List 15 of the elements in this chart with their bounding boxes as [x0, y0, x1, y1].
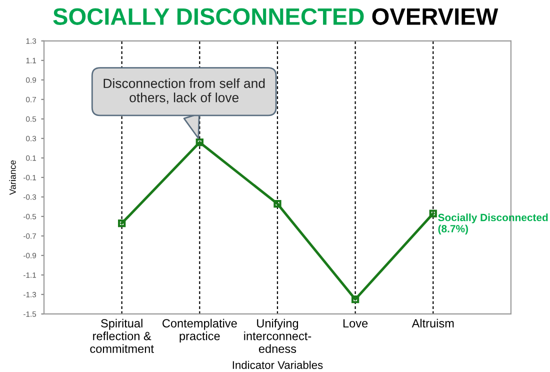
point — [429, 210, 437, 218]
y-axis-title: Variance — [9, 160, 16, 195]
chart-title: SOCIALLY DISCONNECTED OVERVIEW — [53, 8, 498, 25]
x-tick-label: Unifying interconnect- edness — [244, 318, 312, 353]
x-tick-label: Spiritual reflection & commitment — [90, 318, 154, 353]
point — [196, 138, 204, 146]
annotation: Disconnection from self and others, lack of love — [104, 78, 265, 104]
series-label: Socially Disconnected (8.7%) — [438, 214, 548, 234]
point — [274, 200, 282, 208]
x-tick-label: Contemplative practice — [162, 318, 237, 343]
x-tick-label: Altruism — [412, 318, 454, 328]
x-axis-title: Indicator Variables — [232, 360, 323, 369]
point — [351, 296, 360, 304]
point — [118, 219, 126, 228]
x-tick-label: Love — [343, 319, 368, 328]
